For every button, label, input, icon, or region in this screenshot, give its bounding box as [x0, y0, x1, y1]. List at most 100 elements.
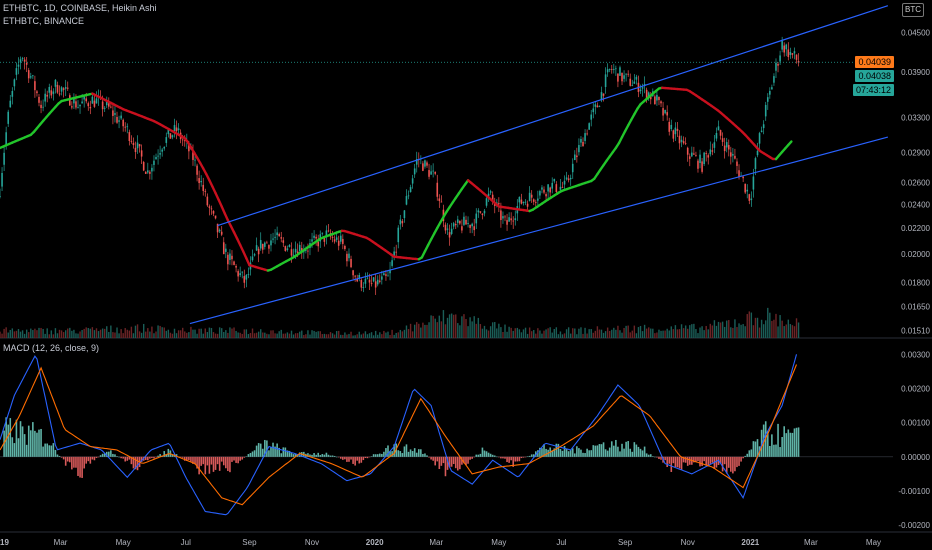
candle-body: [317, 241, 319, 247]
macd-histogram-bar: [266, 440, 268, 457]
macd-histogram-bar: [676, 456, 679, 468]
candle-body: [247, 274, 250, 275]
volume-bar: [305, 334, 307, 338]
candle-body: [467, 223, 469, 224]
candle-body: [779, 55, 781, 62]
volume-bar: [60, 330, 63, 338]
macd-histogram-bar: [179, 456, 182, 458]
candle-body: [617, 73, 619, 82]
time-tick-label: Jul: [181, 538, 191, 547]
macd-histogram-bar: [436, 456, 439, 462]
macd-histogram-bar: [495, 456, 498, 458]
volume-bar: [549, 327, 551, 338]
volume-bar: [50, 330, 53, 338]
volume-bar: [660, 330, 662, 338]
macd-histogram-bar: [500, 456, 502, 459]
macd-histogram-bar: [9, 418, 12, 457]
time-tick-label: Nov: [305, 538, 319, 547]
volume-bar: [555, 327, 558, 338]
macd-histogram-bar: [516, 456, 519, 462]
macd-histogram-bar: [342, 456, 344, 460]
volume-bar: [619, 330, 621, 338]
volume-bar: [3, 328, 5, 338]
macd-histogram-bar: [594, 445, 597, 457]
ma-segment: [787, 140, 793, 147]
volume-bar: [122, 333, 124, 338]
macd-histogram-bar: [409, 449, 412, 457]
macd-histogram-bar: [428, 456, 430, 458]
price-tick-label: 0.02000: [901, 250, 930, 259]
time-tick-label: May: [116, 538, 131, 547]
volume-bar: [430, 315, 432, 338]
macd-histogram-bar: [149, 456, 151, 459]
candle-body: [46, 94, 49, 97]
candle-body: [422, 163, 424, 171]
macd-histogram-bar: [73, 456, 75, 468]
volume-bar: [40, 327, 42, 338]
volume-bar: [781, 320, 783, 338]
candle-body: [220, 231, 223, 235]
volume-bar: [598, 329, 601, 338]
macd-histogram-bar: [196, 456, 198, 469]
candle-body: [216, 223, 219, 233]
volume-bar: [746, 314, 748, 338]
volume-bar: [227, 332, 229, 338]
volume-bar: [374, 330, 377, 338]
candle-body: [697, 160, 699, 169]
candle-body: [212, 211, 215, 214]
volume-bar: [609, 330, 611, 338]
volume-bar: [296, 333, 299, 338]
macd-histogram-bar: [155, 456, 157, 458]
macd-histogram-bar: [705, 456, 707, 466]
macd-histogram-bar: [481, 447, 484, 457]
macd-histogram-bar: [103, 453, 106, 457]
macd-histogram-bar: [11, 437, 14, 457]
macd-histogram-bar: [467, 456, 469, 464]
candle-body: [140, 150, 143, 157]
macd-histogram-bar: [528, 455, 531, 457]
macd-histogram-bar: [442, 456, 445, 464]
volume-bar: [633, 325, 636, 338]
candle-body: [403, 210, 406, 219]
macd-histogram-bar: [93, 456, 96, 461]
volume-bar: [186, 332, 188, 338]
macd-histogram-bar: [448, 456, 451, 468]
volume-bar: [377, 334, 379, 338]
candle-body: [456, 219, 459, 223]
candle-body: [545, 194, 547, 197]
candle-body: [397, 227, 400, 243]
candle-body: [647, 92, 650, 97]
macd-histogram-bar: [537, 450, 539, 457]
volume-bar: [590, 329, 592, 338]
candle-body: [746, 189, 749, 192]
volume-bar: [216, 333, 219, 338]
candle-body: [214, 215, 217, 219]
macd-histogram-bar: [206, 456, 209, 466]
candle-body: [103, 107, 106, 109]
candle-body: [144, 171, 147, 174]
currency-badge[interactable]: BTC: [902, 3, 924, 17]
volume-bar: [204, 328, 206, 338]
volume-bar: [797, 322, 800, 338]
volume-bar: [173, 328, 176, 338]
volume-bar: [179, 330, 182, 338]
candle-body: [399, 219, 402, 225]
macd-histogram-bar: [52, 443, 55, 457]
macd-histogram-bar: [672, 456, 675, 464]
volume-bar: [713, 320, 716, 338]
volume-bar: [656, 332, 658, 338]
price-tick-label: 0.01800: [901, 279, 930, 288]
macd-histogram-bar: [7, 424, 10, 457]
macd-histogram-bar: [760, 429, 763, 457]
candle-body: [504, 216, 506, 218]
candle-body: [368, 279, 371, 283]
volume-bar: [557, 334, 560, 338]
volume-bar: [206, 332, 209, 338]
macd-histogram-bar: [286, 450, 289, 457]
volume-bar: [362, 333, 365, 338]
macd-histogram-bar: [506, 456, 508, 463]
macd-histogram-bar: [532, 454, 535, 457]
macd-histogram-bar: [432, 456, 434, 461]
volume-bar: [56, 333, 59, 338]
